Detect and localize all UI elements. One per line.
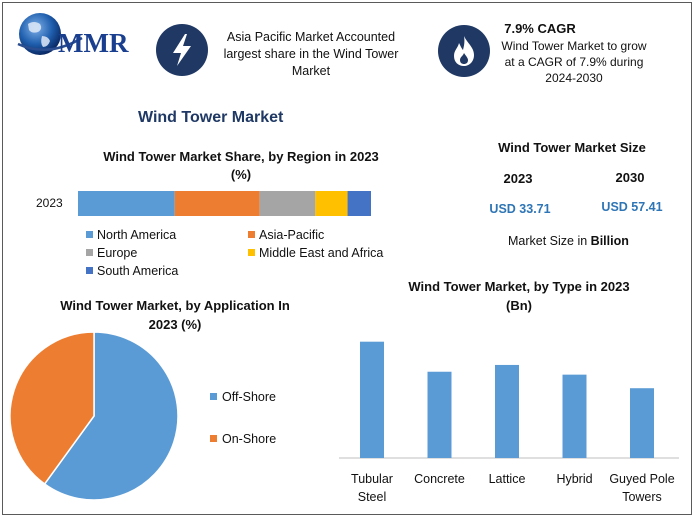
type-chart-title: Wind Tower Market, by Type in 2023 (Bn) (408, 279, 630, 313)
logo-text: MMR (58, 28, 129, 58)
flame-icon (438, 25, 490, 77)
legend-label: Europe (97, 246, 138, 260)
type-tick-label: Guyed Pole (609, 472, 674, 486)
lightning-icon (156, 24, 208, 76)
legend-swatch (248, 231, 255, 238)
legend-label: On-Shore (222, 432, 277, 446)
market-size-value-2030: USD 57.41 (601, 200, 663, 214)
application-chart-title: Wind Tower Market, by Application In 202… (60, 298, 290, 332)
legend-swatch (86, 249, 93, 256)
application-legend: Off-Shore On-Shore (210, 390, 320, 460)
application-legend-item-on-shore: On-Shore (210, 432, 276, 446)
region-chart-title: Wind Tower Market Share, by Region in 20… (103, 149, 379, 182)
cagr-title: 7.9% CAGR (504, 21, 576, 36)
type-bar-tubular (360, 341, 384, 458)
region-legend-item-north-america: North America (86, 228, 176, 242)
legend-swatch (248, 249, 255, 256)
type-bar-chart: Tubular Steel Concrete Lattice Hybrid Guyed P… (339, 341, 679, 504)
type-bar-concrete (427, 371, 452, 458)
type-bar-lattice (495, 364, 519, 458)
application-legend-item-off-shore: Off-Shore (210, 390, 276, 404)
region-bar-segment-south-america (347, 191, 371, 216)
market-size-year-2030: 2030 (615, 170, 645, 185)
legend-label: Off-Shore (222, 390, 276, 404)
pie-slice-off-shore (43, 331, 179, 501)
region-legend: North America Asia-Pacific Europe Middle Ea… (86, 228, 416, 282)
pie-slice-on-shore (9, 331, 95, 486)
type-tick-label-line2: Steel (358, 490, 387, 504)
market-size-year-2023: 2023 (503, 171, 533, 186)
legend-swatch (210, 393, 217, 400)
region-category-label: 2023 (36, 196, 63, 210)
cagr-highlight-text: Wind Tower Market to grow at a CAGR of 7… (501, 39, 647, 85)
region-bar-segment-north-america (78, 191, 175, 216)
region-legend-item-south-america: South America (86, 264, 178, 278)
type-bar-hybrid (562, 374, 587, 458)
legend-swatch (86, 267, 93, 274)
legend-swatch (86, 231, 93, 238)
legend-label: North America (97, 228, 177, 242)
region-stacked-bar (78, 191, 371, 216)
application-pie-chart (9, 331, 179, 501)
asia-pacific-highlight-text: Asia Pacific Market Accounted largest sh… (223, 30, 399, 78)
region-legend-item-middle-east-and-africa: Middle East and Africa (248, 246, 383, 260)
legend-label: Asia-Pacific (259, 228, 325, 242)
region-bar-segment-europe (259, 191, 316, 216)
logo: MMR (14, 10, 138, 62)
region-legend-item-asia-pacific: Asia-Pacific (248, 228, 324, 242)
type-tick-label-line2: Towers (622, 490, 662, 504)
type-bar-guyed-pole (630, 388, 654, 458)
type-tick-label: Tubular (351, 472, 393, 486)
type-tick-label: Concrete (414, 472, 465, 486)
region-legend-item-europe: Europe (86, 246, 137, 260)
market-size-note: Market Size in Billion (508, 234, 629, 248)
legend-label: South America (97, 264, 179, 278)
legend-swatch (210, 435, 217, 442)
main-title: Wind Tower Market (138, 109, 284, 126)
region-bar-segment-asia-pacific (174, 191, 260, 216)
globe-icon (17, 13, 83, 55)
legend-label: Middle East and Africa (259, 246, 384, 260)
region-bar-segment-middle-east-and-africa (315, 191, 348, 216)
market-size-title: Wind Tower Market Size (498, 140, 646, 155)
type-tick-label: Hybrid (556, 472, 592, 486)
market-size-value-2023: USD 33.71 (489, 202, 551, 216)
type-tick-label: Lattice (489, 472, 526, 486)
